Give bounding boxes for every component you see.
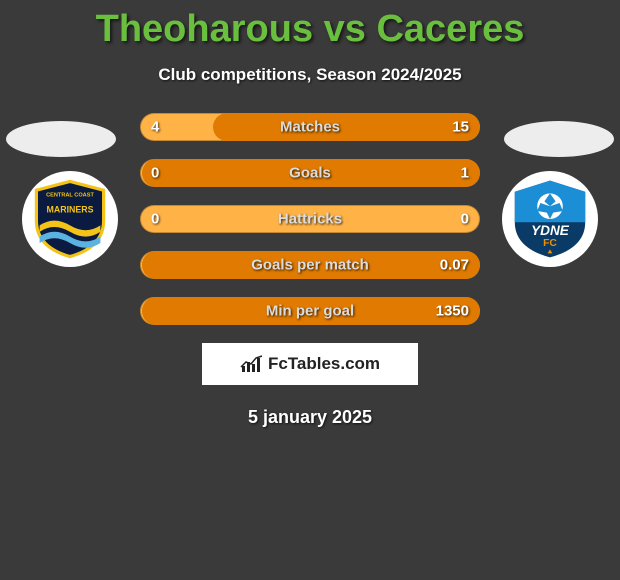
decor-ellipse-left xyxy=(6,121,116,157)
stat-bar: 0.07 Goals per match xyxy=(140,251,480,279)
subtitle: Club competitions, Season 2024/2025 xyxy=(0,65,620,85)
page-title: Theoharous vs Caceres xyxy=(0,0,620,51)
svg-text:YDNE: YDNE xyxy=(531,223,570,238)
svg-text:FC: FC xyxy=(543,238,557,249)
stat-bar-fill xyxy=(213,113,480,141)
date-text: 5 january 2025 xyxy=(0,407,620,428)
stat-label: Goals per match xyxy=(251,257,369,274)
stat-right-value: 0.07 xyxy=(440,257,469,274)
decor-ellipse-right xyxy=(504,121,614,157)
svg-text:CENTRAL COAST: CENTRAL COAST xyxy=(46,193,94,199)
stat-right-value: 0 xyxy=(461,211,469,228)
stat-label: Matches xyxy=(280,119,340,136)
svg-text:MARINERS: MARINERS xyxy=(47,205,94,215)
stat-label: Min per goal xyxy=(266,303,354,320)
stat-right-value: 1 xyxy=(461,165,469,182)
brand-text: FcTables.com xyxy=(268,354,380,374)
stat-bar: 1350 Min per goal xyxy=(140,297,480,325)
stat-left-value: 4 xyxy=(151,119,159,136)
stat-label: Hattricks xyxy=(278,211,342,228)
mariners-shield-icon: CENTRAL COAST MARINERS xyxy=(30,179,110,259)
stat-bar: 0 1 Goals xyxy=(140,159,480,187)
brand-box: FcTables.com xyxy=(202,343,418,385)
stat-bar: 0 0 Hattricks xyxy=(140,205,480,233)
stat-right-value: 15 xyxy=(452,119,469,136)
comparison-area: CENTRAL COAST MARINERS YDNE FC 4 15 Matche… xyxy=(0,113,620,428)
team-left-logo: CENTRAL COAST MARINERS xyxy=(22,171,118,267)
stat-bar: 4 15 Matches xyxy=(140,113,480,141)
stat-left-value: 0 xyxy=(151,165,159,182)
team-right-logo: YDNE FC xyxy=(502,171,598,267)
stat-right-value: 1350 xyxy=(436,303,469,320)
stat-label: Goals xyxy=(289,165,331,182)
stat-bars: 4 15 Matches 0 1 Goals 0 0 Hattricks 0.07 Goals pe… xyxy=(140,113,480,325)
sydney-fc-shield-icon: YDNE FC xyxy=(510,179,590,259)
brand-chart-icon xyxy=(240,354,264,374)
stat-left-value: 0 xyxy=(151,211,159,228)
